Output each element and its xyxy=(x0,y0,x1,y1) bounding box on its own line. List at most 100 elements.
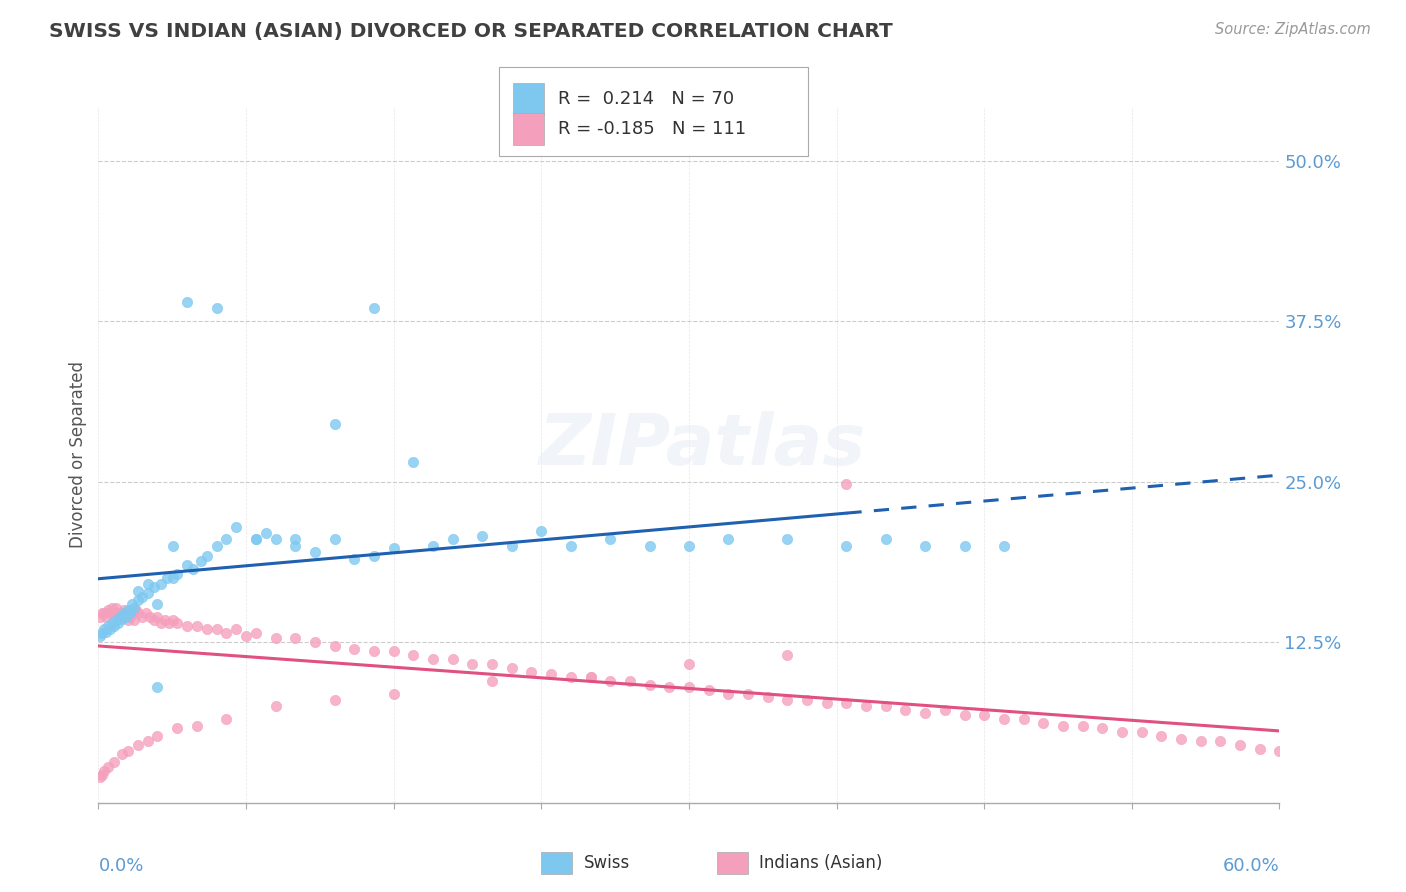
Point xyxy=(501,539,523,553)
Point xyxy=(176,558,198,573)
Point xyxy=(142,580,165,594)
Point xyxy=(96,609,118,624)
Point xyxy=(1229,738,1251,752)
Point xyxy=(136,734,159,748)
Point xyxy=(111,606,134,620)
Point xyxy=(678,680,700,694)
Point xyxy=(1091,721,1114,735)
Point xyxy=(125,603,148,617)
Point xyxy=(402,648,425,662)
Point xyxy=(195,549,218,564)
Point xyxy=(1189,734,1212,748)
Point xyxy=(875,533,897,547)
Point xyxy=(225,623,247,637)
Point xyxy=(150,577,173,591)
Point xyxy=(205,539,228,553)
Point xyxy=(264,699,287,714)
Point xyxy=(162,614,184,628)
Point xyxy=(471,528,494,542)
Point xyxy=(93,606,115,620)
Point xyxy=(914,706,936,720)
Point xyxy=(953,708,976,723)
Point xyxy=(215,626,238,640)
Point xyxy=(382,687,405,701)
Point xyxy=(111,747,134,761)
Point xyxy=(953,539,976,553)
Point xyxy=(441,533,464,547)
Point xyxy=(343,641,366,656)
Point xyxy=(254,526,277,541)
Point xyxy=(855,699,877,714)
Point xyxy=(402,455,425,469)
Point xyxy=(118,606,141,620)
Point xyxy=(284,539,307,553)
Point xyxy=(103,755,125,769)
Point xyxy=(481,657,503,671)
Point xyxy=(112,603,135,617)
Point xyxy=(105,600,128,615)
Point xyxy=(91,767,114,781)
Text: Swiss: Swiss xyxy=(583,855,630,872)
Point xyxy=(481,673,503,688)
Point xyxy=(343,551,366,566)
Point xyxy=(195,623,218,637)
Point xyxy=(1012,712,1035,726)
Point xyxy=(697,682,720,697)
Point xyxy=(284,533,307,547)
Point xyxy=(117,744,139,758)
Point xyxy=(382,644,405,658)
Point xyxy=(658,680,681,694)
Text: Indians (Asian): Indians (Asian) xyxy=(759,855,883,872)
Point xyxy=(157,615,180,630)
Point xyxy=(1249,742,1271,756)
Point xyxy=(323,533,346,547)
Point xyxy=(776,648,799,662)
Point xyxy=(131,609,153,624)
Point xyxy=(127,606,149,620)
Point xyxy=(835,696,858,710)
Text: 0.0%: 0.0% xyxy=(98,856,143,875)
Point xyxy=(112,606,135,620)
Point xyxy=(599,673,621,688)
Point xyxy=(501,661,523,675)
Point xyxy=(108,609,131,624)
Point xyxy=(122,614,145,628)
Point xyxy=(245,533,267,547)
Point xyxy=(461,657,484,671)
Point xyxy=(235,629,257,643)
Point xyxy=(166,567,188,582)
Point xyxy=(1071,719,1094,733)
Point xyxy=(146,729,169,743)
Point xyxy=(186,618,208,632)
Point xyxy=(121,597,143,611)
Point xyxy=(103,606,125,620)
Text: R =  0.214   N = 70: R = 0.214 N = 70 xyxy=(558,90,734,108)
Point xyxy=(737,687,759,701)
Point xyxy=(136,577,159,591)
Point xyxy=(190,554,212,568)
Point xyxy=(89,770,111,784)
Point xyxy=(93,764,115,778)
Point xyxy=(186,719,208,733)
Point xyxy=(146,680,169,694)
Point xyxy=(176,618,198,632)
Point xyxy=(107,615,129,630)
Point xyxy=(363,301,385,316)
Point xyxy=(638,678,661,692)
Point xyxy=(894,703,917,717)
Point xyxy=(422,539,444,553)
Point xyxy=(215,533,238,547)
Point xyxy=(215,712,238,726)
Point xyxy=(678,657,700,671)
Point xyxy=(1209,734,1232,748)
Point xyxy=(323,417,346,431)
Point xyxy=(579,670,602,684)
Point xyxy=(146,609,169,624)
Point xyxy=(1032,716,1054,731)
Point xyxy=(530,524,553,538)
Point xyxy=(150,615,173,630)
Y-axis label: Divorced or Separated: Divorced or Separated xyxy=(69,361,87,549)
Point xyxy=(776,693,799,707)
Point xyxy=(264,533,287,547)
Point xyxy=(363,644,385,658)
